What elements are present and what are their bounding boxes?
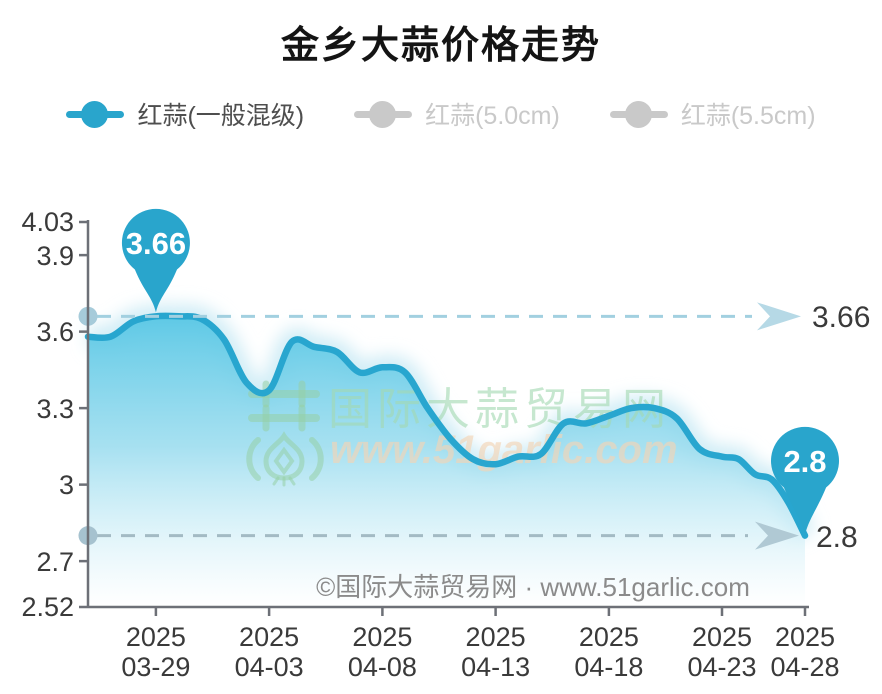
- arrow-right-icon: [757, 302, 801, 331]
- legend: 红蒜(一般混级) 红蒜(5.0cm) 红蒜(5.5cm): [0, 96, 882, 132]
- x-tick-label: 2025 04-08: [348, 622, 417, 682]
- line-series-marker-icon: [354, 100, 413, 128]
- last-value-badge: 2.8: [783, 444, 826, 479]
- y-tick-label: 2.52: [21, 592, 74, 622]
- x-tick-label: 2025 04-03: [235, 622, 304, 682]
- legend-label: 红蒜(一般混级): [137, 102, 305, 130]
- max-value-badge: 3.66: [126, 226, 186, 261]
- x-axis-labels: 2025 03-29 2025 04-03 2025 04-08 2025 04-13 …: [121, 622, 839, 682]
- last-value-right-label: 2.8: [816, 521, 858, 554]
- x-tick-label: 2025 03-29: [121, 622, 190, 682]
- watermark-site-name: 国际大蒜贸易网: [328, 385, 671, 434]
- y-axis-labels: 4.03 3.9 3.6 3.3 3 2.7 2.52: [21, 207, 74, 622]
- arrow-right-icon: [755, 521, 799, 550]
- chart-title: 金乡大蒜价格走势: [280, 25, 601, 67]
- last-value-balloon-marker: [771, 426, 840, 535]
- price-line-series[interactable]: [84, 312, 809, 539]
- legend-item-red-garlic-5-0cm[interactable]: 红蒜(5.0cm): [354, 96, 560, 132]
- line-series-marker-icon: [609, 100, 668, 128]
- max-value-balloon-marker: [121, 208, 190, 313]
- y-tick-label: 3.3: [36, 394, 74, 424]
- max-value-right-label: 3.66: [812, 301, 870, 334]
- y-tick-label: 4.03: [21, 207, 74, 237]
- legend-label: 红蒜(5.5cm): [680, 102, 816, 130]
- legend-label: 红蒜(5.0cm): [425, 102, 560, 130]
- y-tick-label: 3: [59, 470, 74, 500]
- x-tick-label: 2025 04-23: [687, 622, 756, 682]
- legend-item-red-garlic-5-5cm[interactable]: 红蒜(5.5cm): [609, 96, 816, 132]
- line-series-marker-icon: [66, 100, 125, 128]
- x-tick-label: 2025 04-13: [461, 622, 530, 682]
- axes: [79, 220, 809, 616]
- y-tick-label: 3.9: [36, 241, 74, 271]
- y-tick-label: 3.6: [36, 317, 74, 347]
- watermark: 国际大蒜贸易网 www.51garlic.com: [246, 380, 678, 487]
- copyright-text: ©国际大蒜贸易网 · www.51garlic.com: [316, 572, 750, 602]
- x-tick-label: 2025 04-28: [770, 622, 839, 682]
- legend-item-red-garlic-mixed[interactable]: 红蒜(一般混级): [66, 96, 304, 132]
- x-tick-label: 2025 04-18: [574, 622, 643, 682]
- last-reference-line: [78, 521, 799, 550]
- y-tick-label: 2.7: [36, 547, 74, 577]
